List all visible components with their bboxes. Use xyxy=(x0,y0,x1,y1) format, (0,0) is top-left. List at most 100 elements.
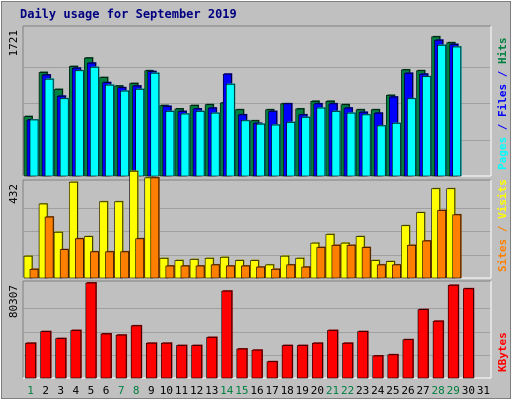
bar-kbytes-day-8 xyxy=(130,325,142,379)
x-tick-label-day-29: 29 xyxy=(447,384,460,397)
panel-bottom: 80307 KBytes xyxy=(7,280,509,379)
series-kbytes xyxy=(25,282,475,379)
x-tick-label-day-4: 4 xyxy=(73,384,80,397)
bar-pages-day-11 xyxy=(180,113,190,177)
bar-sites-day-21 xyxy=(331,245,341,279)
bar-pages-day-14 xyxy=(225,84,235,177)
bar-kbytes-day-22 xyxy=(342,342,353,379)
bar-sites-day-28 xyxy=(437,210,446,279)
x-tick-label-day-24: 24 xyxy=(371,384,385,397)
bar-pages-day-28 xyxy=(437,45,446,177)
bar-sites-day-3 xyxy=(59,249,69,279)
x-tick-label-day-11: 11 xyxy=(175,384,188,397)
bar-sites-day-11 xyxy=(180,265,190,279)
panel-bottom-series-legend: KBytes xyxy=(496,332,509,372)
bar-sites-day-6 xyxy=(105,251,114,279)
bar-sites-day-9 xyxy=(150,177,160,279)
bar-visits-day-4 xyxy=(68,181,78,279)
series-legend-part: Visits xyxy=(496,179,509,219)
panel-top-series-legend: Pages / Files / Hits xyxy=(496,38,509,171)
bar-kbytes-day-15 xyxy=(236,348,248,379)
x-tick-label-day-27: 27 xyxy=(416,384,429,397)
bar-pages-day-1 xyxy=(29,119,39,177)
bar-kbytes-day-5 xyxy=(85,282,97,379)
bar-sites-day-22 xyxy=(346,245,356,279)
series-visits xyxy=(23,170,456,279)
bar-kbytes-day-27 xyxy=(417,309,429,379)
bar-pages-day-22 xyxy=(346,112,356,177)
bar-sites-day-4 xyxy=(74,238,84,279)
x-tick-label-day-9: 9 xyxy=(148,384,155,397)
bar-sites-day-10 xyxy=(165,265,175,279)
bar-visits-day-6 xyxy=(99,201,108,279)
bar-kbytes-day-1 xyxy=(25,342,36,379)
bar-sites-day-7 xyxy=(120,251,129,279)
bar-pages-day-15 xyxy=(241,120,250,177)
chart-title: Daily usage for September 2019 xyxy=(20,7,237,21)
bar-kbytes-day-24 xyxy=(372,355,384,379)
series-legend-part: / xyxy=(496,64,509,84)
bar-pages-day-2 xyxy=(44,78,54,177)
bar-pages-day-13 xyxy=(210,112,220,177)
x-tick-label-day-10: 10 xyxy=(160,384,173,397)
x-tick-label-day-26: 26 xyxy=(401,384,414,397)
bar-pages-day-23 xyxy=(361,114,371,177)
x-tick-label-day-3: 3 xyxy=(57,384,64,397)
x-tick-label-day-6: 6 xyxy=(103,384,110,397)
bar-kbytes-day-3 xyxy=(55,338,66,379)
bar-pages-day-3 xyxy=(59,98,69,177)
x-tick-label-day-14: 14 xyxy=(220,384,234,397)
bar-kbytes-day-25 xyxy=(387,354,399,379)
series-legend-part: Pages xyxy=(496,137,509,170)
x-tick-label-day-13: 13 xyxy=(205,384,218,397)
bar-kbytes-day-12 xyxy=(191,345,202,379)
bar-sites-day-16 xyxy=(256,266,265,279)
bar-pages-day-16 xyxy=(256,123,265,177)
bar-kbytes-day-20 xyxy=(312,342,323,379)
series-legend-part: KBytes xyxy=(496,332,509,372)
bar-visits-day-7 xyxy=(114,201,123,279)
bar-sites-day-25 xyxy=(392,264,401,279)
bar-sites-day-27 xyxy=(422,240,431,279)
bar-sites-day-20 xyxy=(316,247,326,279)
bar-visits-day-1 xyxy=(23,255,33,279)
series-legend-part: / xyxy=(496,219,509,239)
x-tick-label-day-12: 12 xyxy=(190,384,203,397)
panel-middle-ymax-label: 432 xyxy=(7,184,20,204)
bar-kbytes-day-16 xyxy=(251,349,263,379)
x-tick-label-day-16: 16 xyxy=(250,384,263,397)
chart-border-dark xyxy=(1,1,511,399)
bar-pages-day-26 xyxy=(407,98,416,177)
bar-kbytes-day-10 xyxy=(161,342,172,379)
x-tick-label-day-19: 19 xyxy=(296,384,309,397)
bar-kbytes-day-29 xyxy=(447,285,459,379)
series-pages xyxy=(29,44,462,177)
bar-pages-day-12 xyxy=(195,111,205,177)
series-legend-part: Files xyxy=(496,84,509,117)
x-tick-label-day-30: 30 xyxy=(462,384,475,397)
bar-pages-day-19 xyxy=(301,117,311,177)
panel-middle-series-legend: Sites / Visits xyxy=(496,179,509,272)
x-tick-label-day-28: 28 xyxy=(432,384,445,397)
bar-kbytes-day-9 xyxy=(145,342,157,379)
bar-kbytes-day-21 xyxy=(327,330,338,379)
bar-sites-day-12 xyxy=(195,265,205,279)
bar-sites-day-2 xyxy=(44,216,54,279)
bar-pages-day-17 xyxy=(271,124,280,177)
bar-pages-day-27 xyxy=(422,76,431,177)
bar-pages-day-8 xyxy=(135,89,144,177)
bar-sites-day-5 xyxy=(90,251,99,279)
panel-middle: 432 Sites / Visits xyxy=(7,170,509,279)
series-legend-part: Hits xyxy=(496,38,509,65)
bar-pages-day-5 xyxy=(90,67,99,177)
bar-sites-day-1 xyxy=(29,268,39,279)
bar-kbytes-day-18 xyxy=(281,345,293,379)
bar-pages-day-7 xyxy=(120,90,129,177)
bar-kbytes-day-11 xyxy=(176,345,187,379)
x-tick-label-day-20: 20 xyxy=(311,384,324,397)
x-tick-label-day-15: 15 xyxy=(235,384,248,397)
bar-sites-day-14 xyxy=(225,265,235,279)
panel-bottom-ymax-label: 80307 xyxy=(7,285,20,318)
